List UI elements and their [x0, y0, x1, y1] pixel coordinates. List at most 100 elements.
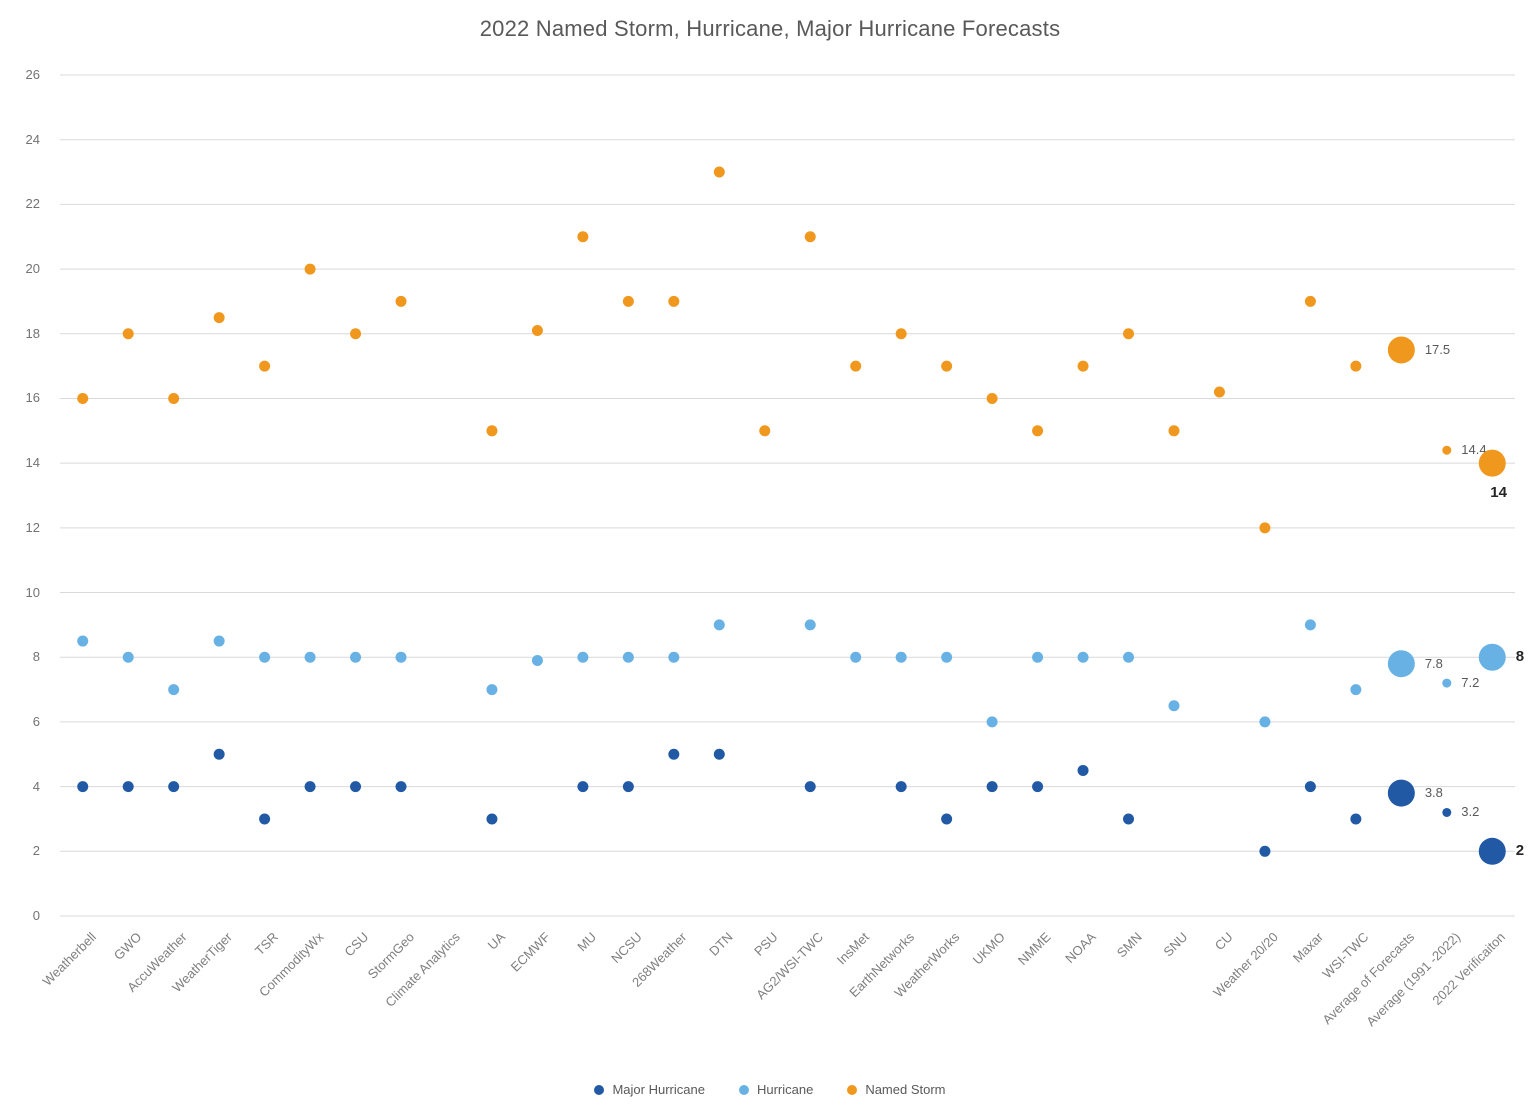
point-hurricane-7	[350, 651, 362, 663]
point-major-hurricane-15	[713, 748, 725, 760]
point-named-storm-25	[1168, 425, 1180, 437]
legend-item-named-storm: Named Storm	[847, 1082, 946, 1097]
point-named-storm-21	[986, 392, 998, 404]
point-named-storm-7	[350, 328, 362, 340]
point-named-storm-31	[1442, 445, 1452, 455]
point-major-hurricane-23	[1077, 764, 1089, 776]
y-tick-label-14: 14	[25, 455, 40, 471]
point-major-hurricane-8	[395, 781, 407, 793]
point-hurricane-13	[622, 651, 634, 663]
point-hurricane-12	[577, 651, 589, 663]
y-tick-label-20: 20	[25, 261, 40, 277]
point-hurricane-2	[122, 651, 134, 663]
point-major-hurricane-28	[1304, 781, 1316, 793]
point-hurricane-31	[1442, 678, 1452, 688]
point-major-hurricane-27	[1259, 845, 1271, 857]
point-named-storm-13	[622, 295, 634, 307]
point-major-hurricane-6	[304, 781, 316, 793]
y-tick-label-0: 0	[32, 908, 40, 923]
legend-item-major-hurricane: Major Hurricane	[594, 1082, 705, 1097]
point-hurricane-22	[1032, 651, 1044, 663]
point-named-storm-14	[668, 295, 680, 307]
point-named-storm-12	[577, 231, 589, 243]
data-label-major-hurricane-3.2: 3.2	[1461, 804, 1480, 820]
point-hurricane-25	[1168, 700, 1180, 712]
legend-label: Major Hurricane	[612, 1082, 705, 1097]
y-tick-label-18: 18	[25, 325, 40, 341]
point-hurricane-19	[895, 651, 907, 663]
point-major-hurricane-29	[1350, 813, 1362, 825]
point-hurricane-6	[304, 651, 316, 663]
point-hurricane-20	[941, 651, 953, 663]
point-named-storm-18	[850, 360, 862, 372]
point-major-hurricane-32	[1478, 837, 1506, 865]
point-hurricane-17	[804, 619, 816, 631]
point-named-storm-22	[1032, 425, 1044, 437]
point-named-storm-17	[804, 231, 816, 243]
legend-label: Named Storm	[865, 1082, 946, 1097]
point-named-storm-4	[213, 312, 225, 324]
point-major-hurricane-19	[895, 781, 907, 793]
point-named-storm-16	[759, 425, 771, 437]
data-label-named-storm-14.4: 14.4	[1461, 442, 1487, 458]
point-major-hurricane-20	[941, 813, 953, 825]
point-major-hurricane-30	[1387, 779, 1415, 807]
point-major-hurricane-7	[350, 781, 362, 793]
point-named-storm-2	[122, 328, 134, 340]
legend-dot-icon	[847, 1084, 858, 1095]
point-major-hurricane-21	[986, 781, 998, 793]
point-hurricane-11	[531, 654, 543, 666]
point-hurricane-23	[1077, 651, 1089, 663]
data-label-major-hurricane-2: 2	[1515, 842, 1525, 860]
y-tick-label-2: 2	[32, 843, 40, 859]
point-major-hurricane-12	[577, 781, 589, 793]
y-tick-label-10: 10	[25, 584, 40, 600]
chart-title: 2022 Named Storm, Hurricane, Major Hurri…	[479, 16, 1061, 41]
point-hurricane-28	[1304, 619, 1316, 631]
point-named-storm-15	[713, 166, 725, 178]
data-label-named-storm-17.5: 17.5	[1424, 341, 1451, 357]
point-named-storm-10	[486, 425, 498, 437]
point-named-storm-3	[168, 392, 180, 404]
point-major-hurricane-14	[668, 748, 680, 760]
legend-dot-icon	[594, 1084, 605, 1095]
point-hurricane-14	[668, 651, 680, 663]
point-hurricane-24	[1123, 651, 1135, 663]
data-label-named-storm-14: 14	[1490, 483, 1507, 501]
point-named-storm-23	[1077, 360, 1089, 372]
point-hurricane-3	[168, 684, 180, 696]
legend-dot-icon	[738, 1084, 749, 1095]
point-hurricane-8	[395, 651, 407, 663]
point-major-hurricane-22	[1032, 781, 1044, 793]
point-named-storm-1	[77, 392, 89, 404]
y-tick-label-4: 4	[32, 778, 40, 794]
point-hurricane-4	[213, 635, 225, 647]
point-major-hurricane-13	[622, 781, 634, 793]
point-hurricane-1	[77, 635, 89, 647]
point-hurricane-32	[1478, 643, 1506, 671]
point-major-hurricane-31	[1442, 807, 1452, 817]
point-hurricane-27	[1259, 716, 1271, 728]
point-hurricane-30	[1387, 650, 1415, 678]
point-named-storm-6	[304, 263, 316, 275]
point-major-hurricane-17	[804, 781, 816, 793]
point-major-hurricane-1	[77, 781, 89, 793]
point-named-storm-27	[1259, 522, 1271, 534]
legend-item-hurricane: Hurricane	[738, 1082, 813, 1097]
data-label-major-hurricane-3.8: 3.8	[1424, 785, 1443, 801]
point-named-storm-30	[1387, 336, 1415, 364]
point-named-storm-20	[941, 360, 953, 372]
point-named-storm-28	[1304, 295, 1316, 307]
point-hurricane-21	[986, 716, 998, 728]
point-major-hurricane-2	[122, 781, 134, 793]
point-hurricane-10	[486, 684, 498, 696]
point-named-storm-5	[259, 360, 271, 372]
point-named-storm-32	[1478, 449, 1506, 477]
point-major-hurricane-24	[1123, 813, 1135, 825]
point-named-storm-19	[895, 328, 907, 340]
y-tick-label-24: 24	[25, 131, 40, 147]
point-major-hurricane-4	[213, 748, 225, 760]
data-label-hurricane-8: 8	[1515, 648, 1525, 666]
point-major-hurricane-5	[259, 813, 271, 825]
